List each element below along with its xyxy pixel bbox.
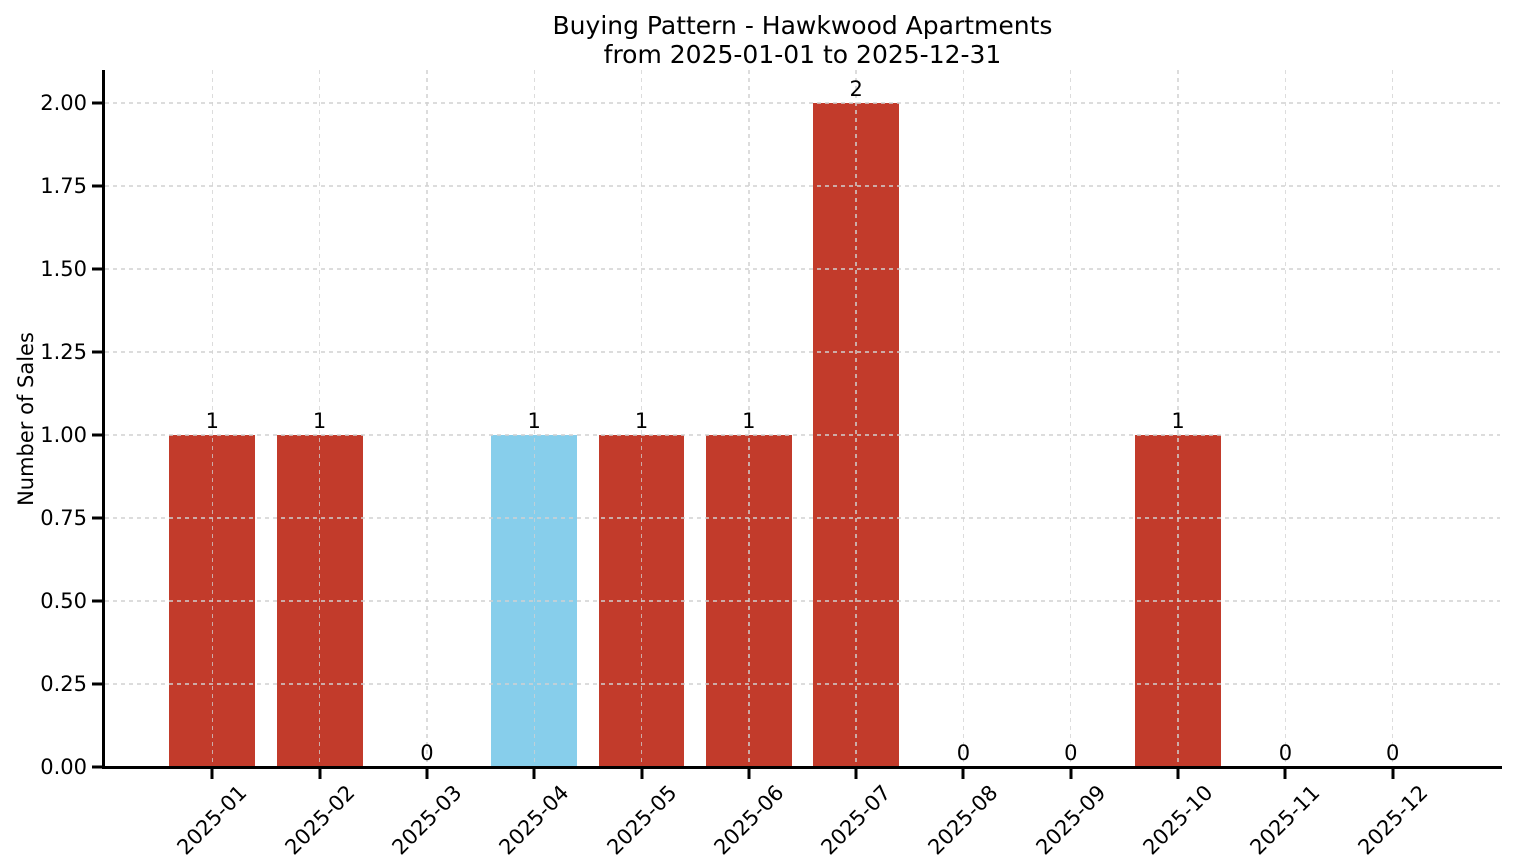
gridline-vertical [748, 70, 750, 767]
x-tick-label: 2025-08 [923, 780, 1003, 860]
x-tick-mark [961, 767, 965, 779]
y-tick-label: 1.00 [40, 423, 87, 448]
gridline-horizontal [105, 683, 1500, 685]
bar-value-label: 0 [956, 741, 971, 765]
gridline-horizontal [105, 185, 1500, 187]
x-tick-mark [640, 767, 644, 779]
x-tick-mark [532, 767, 536, 779]
y-tick-label: 0.00 [40, 755, 87, 779]
bar-value-label: 0 [1064, 741, 1078, 765]
y-tick-mark [92, 433, 104, 437]
x-tick-label: 2025-02 [280, 780, 360, 860]
x-tick-mark [1391, 767, 1395, 779]
gridline-vertical [855, 70, 857, 767]
gridline-vertical [318, 70, 321, 767]
x-tick-mark [747, 767, 751, 779]
gridline-vertical [211, 70, 213, 767]
gridline-vertical [1391, 70, 1394, 767]
x-tick-label: 2025-11 [1245, 780, 1325, 860]
y-tick-mark [92, 599, 104, 603]
x-tick-mark [425, 767, 429, 779]
x-tick-mark [854, 767, 858, 779]
x-tick-label: 2025-07 [816, 780, 896, 860]
x-tick-label: 2025-05 [602, 780, 682, 860]
y-tick-label: 1.25 [40, 340, 87, 365]
plot-area [105, 70, 1500, 767]
gridline-vertical [1284, 70, 1287, 767]
chart-title-line2: from 2025-01-01 to 2025-12-31 [603, 40, 1002, 70]
y-tick-label: 2.00 [40, 91, 87, 116]
gridline-vertical [962, 70, 965, 767]
y-axis-spine [102, 70, 105, 769]
gridline-vertical [533, 70, 535, 767]
y-tick-label: 1.50 [40, 257, 87, 282]
bar-value-label: 0 [1386, 741, 1400, 765]
gridline-horizontal [105, 600, 1500, 602]
bar-value-label: 1 [312, 409, 327, 434]
x-tick-label: 2025-03 [387, 780, 467, 860]
y-tick-mark [92, 184, 104, 188]
bar-value-label: 1 [205, 409, 219, 434]
y-tick-label: 0.75 [40, 506, 87, 531]
bar-value-label: 1 [527, 409, 541, 434]
y-tick-label: 0.50 [40, 589, 87, 614]
y-tick-label: 1.75 [40, 174, 87, 199]
chart-title: Buying Pattern - Hawkwood Apartments fro… [105, 11, 1500, 70]
bar-value-label: 0 [420, 741, 434, 765]
y-tick-mark [92, 516, 104, 520]
y-tick-mark [92, 101, 104, 105]
x-axis-spine [102, 766, 1502, 769]
x-tick-label: 2025-10 [1138, 780, 1218, 860]
bar-value-label: 2 [849, 77, 863, 102]
x-tick-mark [1176, 767, 1180, 779]
y-tick-mark [92, 267, 104, 271]
x-tick-mark [1069, 767, 1073, 779]
gridline-horizontal [105, 434, 1500, 436]
x-tick-label: 2025-09 [1031, 780, 1111, 860]
gridline-vertical [1070, 70, 1072, 767]
gridline-horizontal [105, 102, 1500, 104]
x-tick-mark [318, 767, 322, 779]
gridline-vertical [640, 70, 643, 767]
y-tick-mark [92, 682, 104, 686]
gridline-horizontal [105, 351, 1500, 353]
gridline-vertical [426, 70, 428, 767]
bar-value-label: 1 [1171, 409, 1185, 434]
y-tick-mark [92, 350, 104, 354]
x-tick-label: 2025-06 [709, 780, 789, 860]
gridline-vertical [1177, 70, 1179, 767]
x-tick-label: 2025-04 [494, 780, 574, 860]
x-tick-mark [210, 767, 214, 779]
bar-value-label: 1 [634, 409, 649, 434]
x-tick-label: 2025-12 [1353, 780, 1433, 860]
y-tick-label: 0.25 [40, 672, 87, 697]
y-tick-mark [92, 765, 104, 769]
gridline-horizontal [105, 517, 1500, 519]
x-tick-mark [1283, 767, 1287, 779]
gridline-horizontal [105, 268, 1500, 270]
bar-value-label: 0 [1278, 741, 1293, 765]
x-tick-label: 2025-01 [172, 780, 252, 860]
chart-title-line1: Buying Pattern - Hawkwood Apartments [552, 11, 1053, 40]
bar-value-label: 1 [742, 409, 756, 434]
